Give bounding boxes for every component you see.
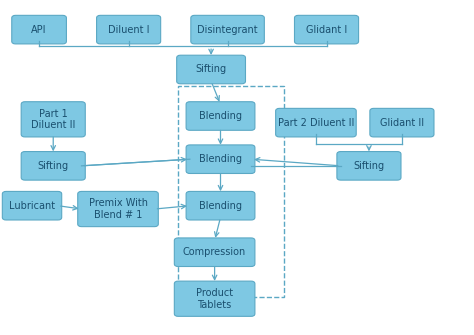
Text: Premix With
Blend # 1: Premix With Blend # 1: [89, 198, 147, 220]
FancyBboxPatch shape: [21, 151, 85, 180]
FancyBboxPatch shape: [370, 108, 434, 137]
Text: Blending: Blending: [199, 201, 242, 211]
Text: Sifting: Sifting: [195, 65, 227, 74]
Text: API: API: [31, 25, 47, 35]
Text: Part 2 Diluent II: Part 2 Diluent II: [278, 118, 354, 128]
FancyBboxPatch shape: [174, 281, 255, 316]
Text: Disintegrant: Disintegrant: [197, 25, 258, 35]
FancyBboxPatch shape: [78, 191, 158, 227]
Text: Compression: Compression: [183, 247, 246, 257]
FancyBboxPatch shape: [191, 15, 264, 44]
Text: Glidant I: Glidant I: [306, 25, 347, 35]
FancyBboxPatch shape: [337, 151, 401, 180]
FancyBboxPatch shape: [294, 15, 358, 44]
Text: Diluent I: Diluent I: [108, 25, 149, 35]
FancyBboxPatch shape: [174, 238, 255, 267]
FancyBboxPatch shape: [21, 102, 85, 137]
Text: Sifting: Sifting: [37, 161, 69, 171]
Text: Blending: Blending: [199, 154, 242, 164]
Text: Glidant II: Glidant II: [380, 118, 424, 128]
FancyBboxPatch shape: [186, 191, 255, 220]
Text: Blending: Blending: [199, 111, 242, 121]
Bar: [178, 86, 284, 297]
FancyBboxPatch shape: [276, 108, 356, 137]
FancyBboxPatch shape: [186, 102, 255, 130]
FancyBboxPatch shape: [12, 15, 66, 44]
Text: Product
Tablets: Product Tablets: [196, 288, 233, 310]
Text: Lubricant: Lubricant: [9, 201, 55, 211]
FancyBboxPatch shape: [2, 191, 62, 220]
Text: Sifting: Sifting: [354, 161, 384, 171]
FancyBboxPatch shape: [97, 15, 161, 44]
FancyBboxPatch shape: [177, 55, 246, 84]
Text: Part 1
Diluent II: Part 1 Diluent II: [31, 109, 75, 130]
FancyBboxPatch shape: [186, 145, 255, 174]
